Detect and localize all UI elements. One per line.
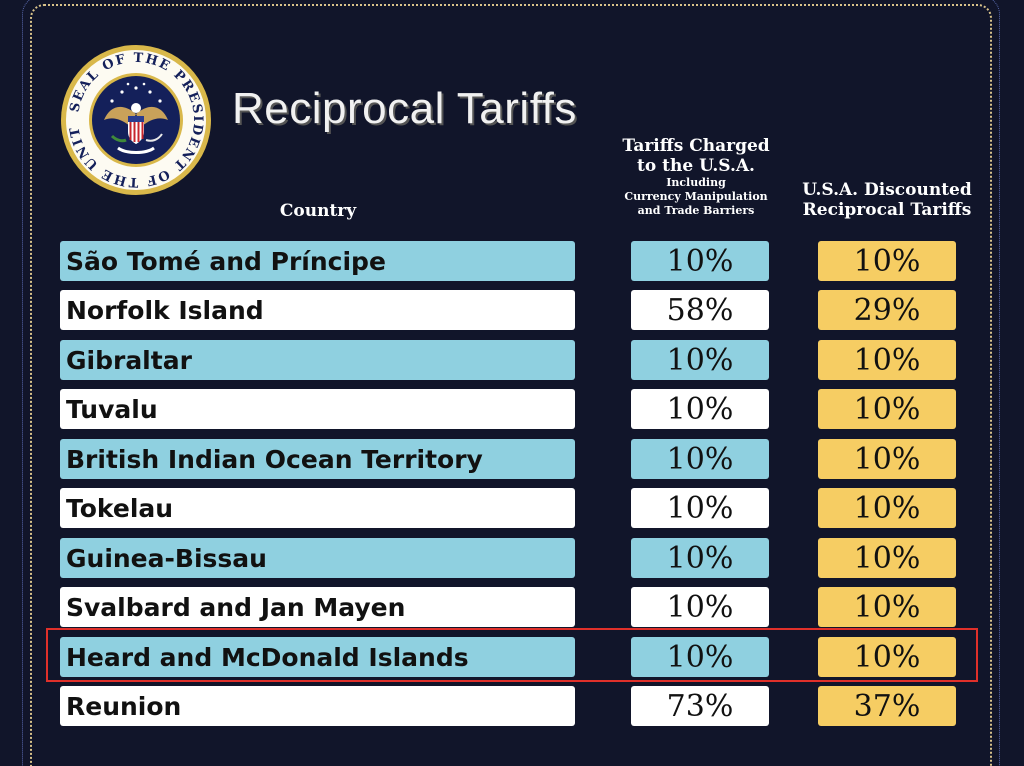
table-row-charged: 10% <box>631 538 769 578</box>
table-row-discounted: 10% <box>818 389 956 429</box>
header-charged-line2: to the U.S.A. <box>637 155 755 176</box>
column-header-charged: Tariffs Charged to the U.S.A. Including … <box>606 136 786 217</box>
table-row-discounted: 37% <box>818 686 956 726</box>
table-row-charged: 10% <box>631 340 769 380</box>
table-row-country: British Indian Ocean Territory <box>60 439 575 479</box>
table-row-discounted: 10% <box>818 241 956 281</box>
dotted-border <box>30 4 992 766</box>
table-row-charged: 10% <box>631 587 769 627</box>
header-charged-sub1: Including <box>666 176 726 190</box>
highlight-box <box>46 628 978 682</box>
table-row-country: Gibraltar <box>60 340 575 380</box>
table-row-charged: 10% <box>631 389 769 429</box>
table-row-discounted: 10% <box>818 439 956 479</box>
table-row-charged: 10% <box>631 488 769 528</box>
header-charged-sub3: and Trade Barriers <box>637 203 755 217</box>
table-row-country: São Tomé and Príncipe <box>60 241 575 281</box>
table-row-charged: 10% <box>631 439 769 479</box>
table-row-discounted: 10% <box>818 538 956 578</box>
header-charged-line1: Tariffs Charged <box>622 136 770 156</box>
table-row-discounted: 29% <box>818 290 956 330</box>
outer-dotted-border <box>22 0 1000 766</box>
table-row-country: Tokelau <box>60 488 575 528</box>
header-discounted-line2: Reciprocal Tariffs <box>802 199 972 220</box>
column-header-discounted: U.S.A. Discounted Reciprocal Tariffs <box>792 180 982 220</box>
table-row-charged: 73% <box>631 686 769 726</box>
table-row-discounted: 10% <box>818 637 956 677</box>
table-row-country: Heard and McDonald Islands <box>60 637 575 677</box>
table-row-country: Tuvalu <box>60 389 575 429</box>
table-row-country: Guinea-Bissau <box>60 538 575 578</box>
header-discounted-line1: U.S.A. Discounted <box>802 180 972 200</box>
presidential-seal-icon: SEAL OF THE PRESIDENT OF THE UNITED STAT… <box>60 44 211 195</box>
table-row-discounted: 10% <box>818 340 956 380</box>
table-row-charged: 58% <box>631 290 769 330</box>
table-row-country: Norfolk Island <box>60 290 575 330</box>
table-row-country: Svalbard and Jan Mayen <box>60 587 575 627</box>
table-row-discounted: 10% <box>818 587 956 627</box>
page-title: Reciprocal Tariffs <box>232 84 577 133</box>
table-row-country: Reunion <box>60 686 575 726</box>
table-row-discounted: 10% <box>818 488 956 528</box>
column-header-country: Country <box>279 201 357 221</box>
table-row-charged: 10% <box>631 241 769 281</box>
table-row-charged: 10% <box>631 637 769 677</box>
header-charged-sub2: Currency Manipulation <box>624 189 768 203</box>
